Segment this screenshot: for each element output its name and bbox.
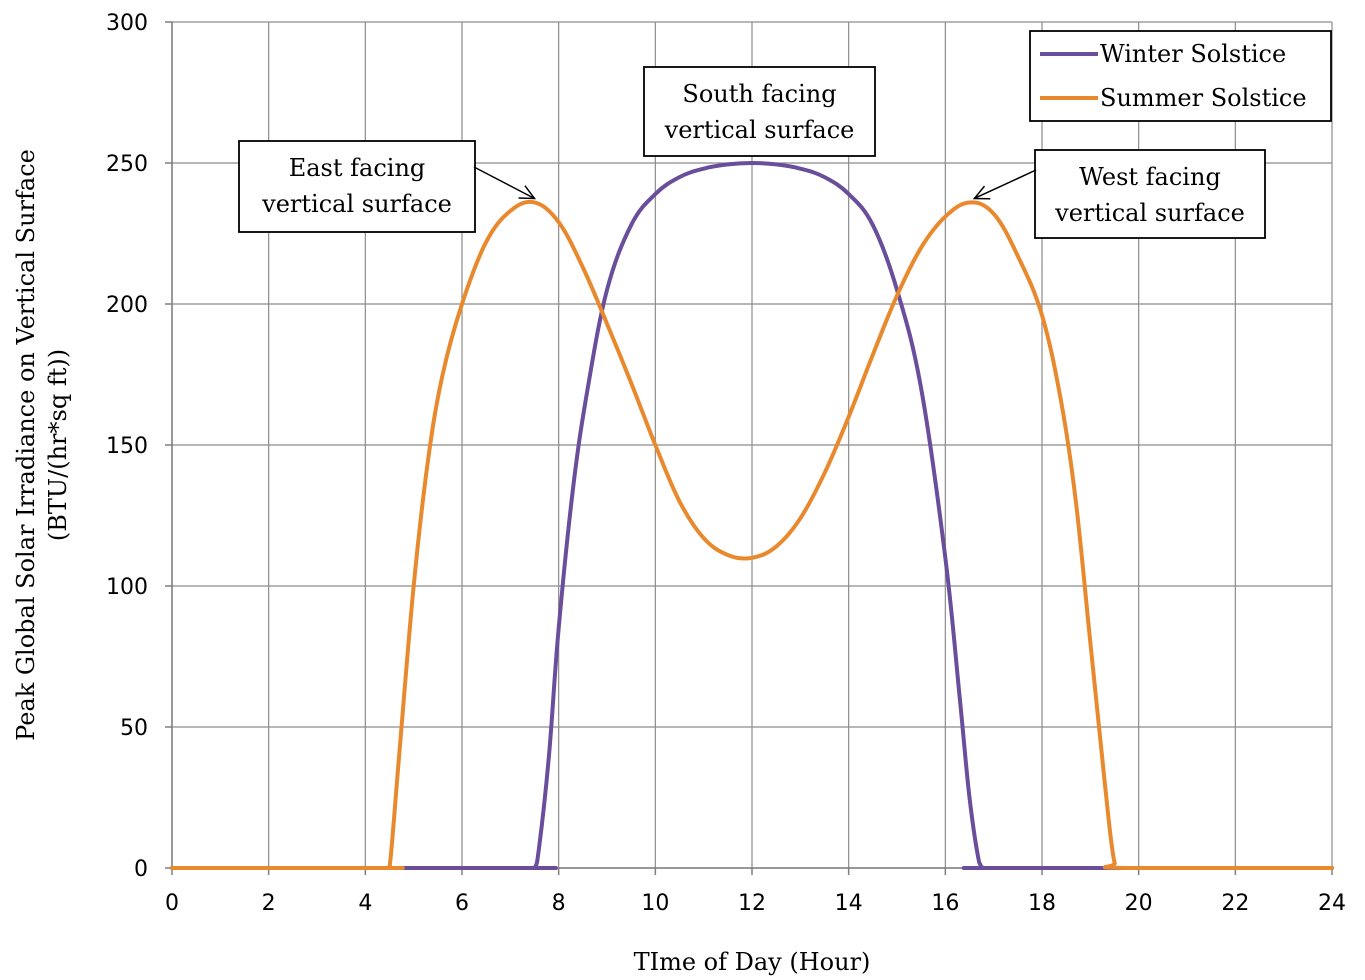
arrowhead-icon <box>518 185 537 200</box>
x-tick-label: 10 <box>641 891 669 916</box>
annotation-callout: East facing vertical surface <box>238 140 537 233</box>
x-tick-label: 0 <box>165 891 179 916</box>
legend: Winter Solstice Summer Solstice <box>1029 30 1332 122</box>
annotation-arrow <box>473 166 535 200</box>
legend-label: Winter Solstice <box>1100 40 1286 68</box>
arrowhead-icon <box>972 185 991 200</box>
annotation-box <box>238 140 476 233</box>
x-tick-label: 18 <box>1028 891 1056 916</box>
x-tick-label: 16 <box>931 891 959 916</box>
annotation-text: vertical surface <box>261 190 452 218</box>
annotation-box <box>1034 149 1266 239</box>
y-axis-title-unit: (BTU/(hr*sq ft)) <box>44 349 72 541</box>
annotation-arrow <box>974 169 1037 200</box>
x-tick-label: 20 <box>1125 891 1153 916</box>
x-tick-label: 4 <box>358 891 372 916</box>
y-tick-label: 50 <box>120 716 148 741</box>
annotation-text: South facing <box>682 80 836 108</box>
annotation-box <box>643 66 876 157</box>
y-tick-label: 200 <box>106 293 148 318</box>
annotation-callout: West facing vertical surface <box>972 149 1266 239</box>
series-line-winter-solstice <box>170 161 1334 871</box>
x-tick-label: 2 <box>262 891 276 916</box>
x-tick-label: 24 <box>1318 891 1346 916</box>
y-tick-label: 300 <box>106 11 148 36</box>
series <box>170 161 1334 871</box>
x-tick-label: 6 <box>455 891 469 916</box>
annotation-callout: South facing vertical surface <box>643 66 876 157</box>
x-axis-title: TIme of Day (Hour) <box>634 948 871 976</box>
legend-box <box>1029 30 1332 122</box>
y-axis-title: Peak Global Solar Irradiance on Vertical… <box>12 149 40 741</box>
series-line-summer-solstice <box>170 199 1334 871</box>
x-tick-label: 12 <box>738 891 766 916</box>
annotation-text: vertical surface <box>664 116 855 144</box>
y-tick-label: 0 <box>134 857 148 882</box>
annotations: East facing vertical surface South facing v… <box>238 66 1266 239</box>
annotation-text: West facing <box>1079 163 1221 191</box>
y-tick-label: 100 <box>106 575 148 600</box>
y-tick-label: 250 <box>106 152 148 177</box>
annotation-text: vertical surface <box>1054 199 1245 227</box>
annotation-text: East facing <box>289 154 426 182</box>
legend-label: Summer Solstice <box>1100 84 1307 112</box>
x-tick-label: 22 <box>1221 891 1249 916</box>
y-tick-label: 150 <box>106 434 148 459</box>
x-tick-label: 8 <box>552 891 566 916</box>
x-tick-label: 14 <box>835 891 863 916</box>
